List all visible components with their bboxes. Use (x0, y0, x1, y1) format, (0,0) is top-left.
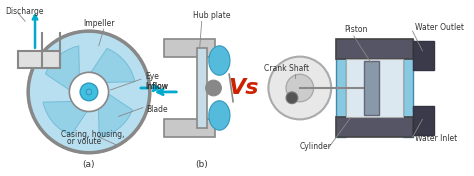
Text: (b): (b) (195, 160, 208, 169)
Text: Crank Shaft: Crank Shaft (264, 64, 309, 73)
Circle shape (268, 57, 331, 119)
Bar (364, 61, 379, 115)
Text: (a): (a) (82, 160, 95, 169)
Text: Discharge: Discharge (6, 7, 44, 16)
Text: Eye: Eye (145, 72, 159, 81)
Bar (403, 39, 412, 137)
Text: or volute: or volute (67, 137, 101, 146)
Polygon shape (90, 48, 135, 82)
Text: Vs: Vs (228, 78, 259, 98)
Bar (164, 39, 216, 57)
Text: Cylinder: Cylinder (300, 142, 332, 151)
Bar (197, 48, 207, 128)
Circle shape (80, 83, 98, 101)
Circle shape (86, 89, 92, 95)
Text: Inflow: Inflow (145, 81, 168, 90)
Text: Water Inlet: Water Inlet (415, 134, 457, 143)
Bar (346, 59, 403, 117)
Polygon shape (209, 101, 230, 130)
Bar (18, 51, 60, 68)
Text: Casing, housing,: Casing, housing, (62, 130, 125, 139)
Text: Blade: Blade (146, 105, 167, 114)
Text: Impeller: Impeller (83, 19, 115, 28)
Circle shape (69, 72, 109, 112)
Circle shape (28, 31, 150, 153)
Circle shape (206, 80, 221, 96)
Polygon shape (46, 46, 80, 91)
Polygon shape (99, 93, 132, 138)
Text: Piston: Piston (344, 25, 367, 34)
Polygon shape (43, 101, 88, 135)
Bar (336, 39, 346, 137)
Text: Hub plate: Hub plate (193, 11, 230, 20)
Polygon shape (209, 46, 230, 75)
Bar (412, 41, 434, 70)
Text: Inflow: Inflow (145, 81, 168, 90)
Bar (412, 106, 434, 135)
Bar (336, 39, 412, 59)
Bar (336, 117, 412, 137)
Circle shape (286, 74, 313, 102)
Text: Water Outlet: Water Outlet (415, 23, 464, 32)
Bar (164, 119, 216, 137)
Circle shape (286, 92, 298, 104)
